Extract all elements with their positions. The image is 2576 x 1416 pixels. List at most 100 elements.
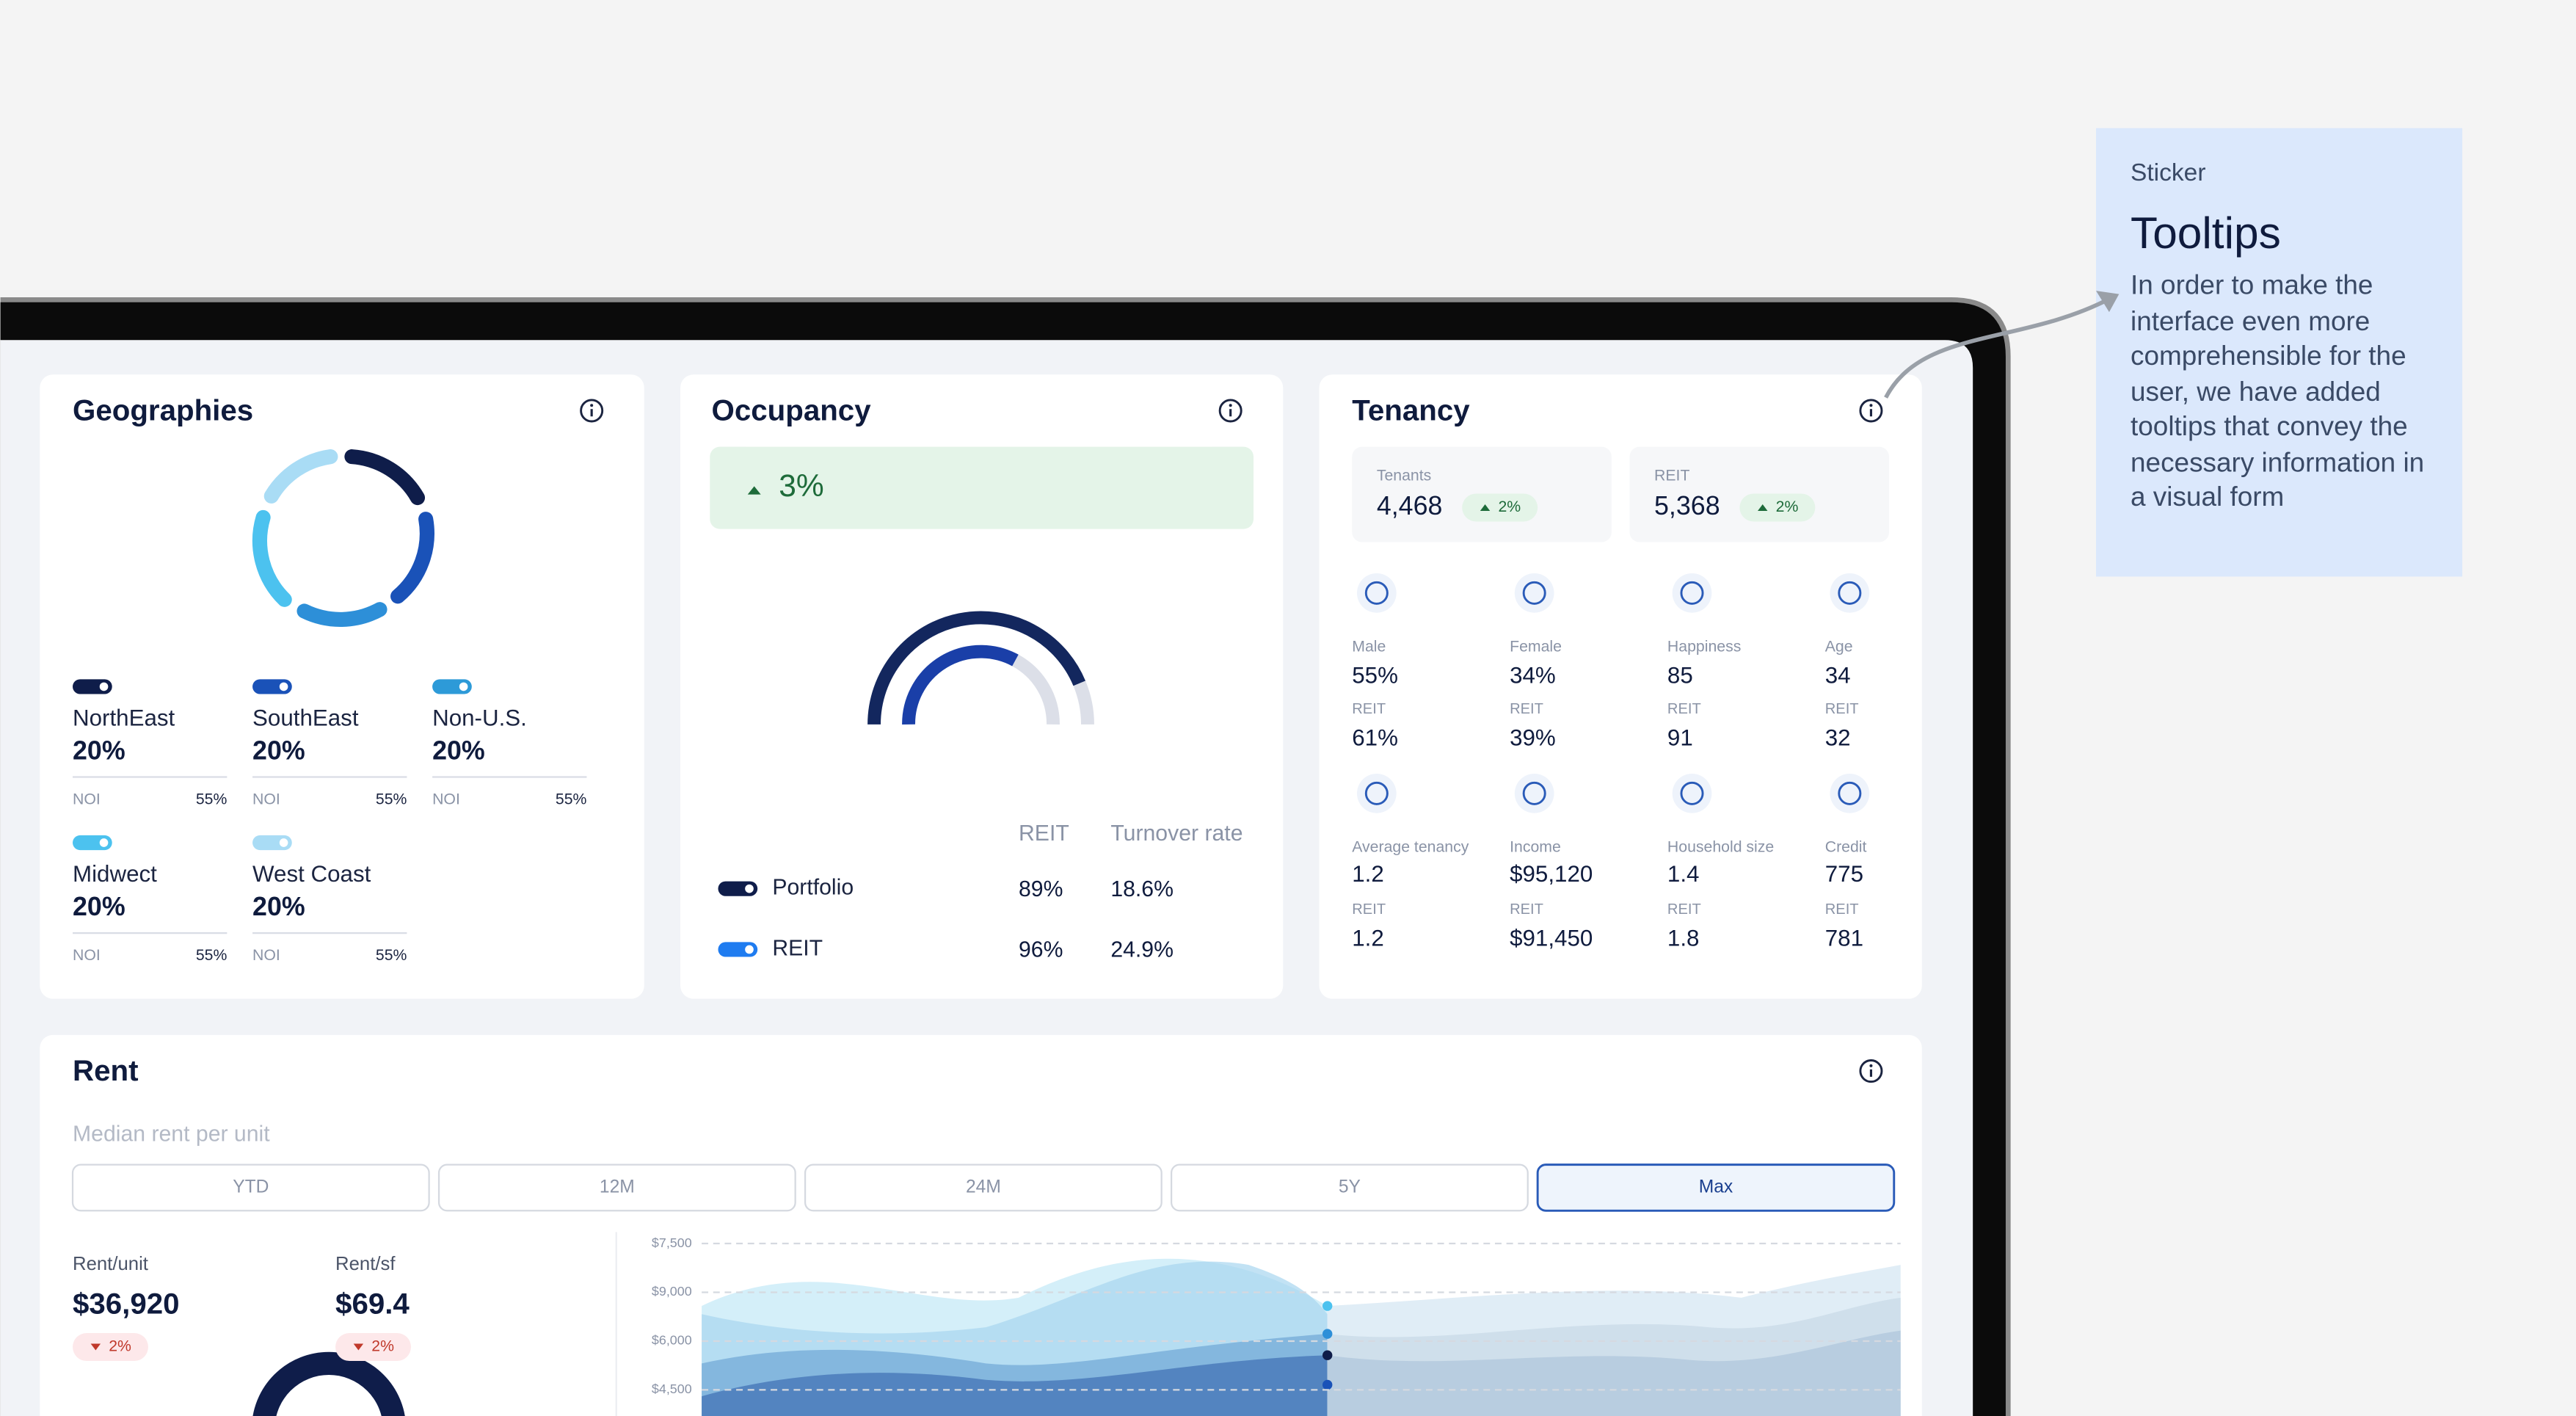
change-pill [73, 1332, 148, 1362]
region-name: Midwect [73, 861, 157, 887]
change-arrow [747, 486, 761, 495]
metric-value: 85 [1667, 662, 1693, 688]
row-name: Portfolio [772, 876, 854, 900]
stat-label: Rent/sf [335, 1254, 396, 1274]
metric-icon [1522, 581, 1546, 605]
metric-value: 34% [1510, 662, 1556, 688]
metric-reit-label: REIT [1667, 901, 1701, 918]
metric-value: 1.2 [1352, 861, 1384, 887]
metric-reit-value: 1.8 [1667, 925, 1700, 951]
summary-label: REIT [1654, 467, 1689, 484]
metric-reit-label: REIT [1352, 701, 1386, 717]
change-value: 2% [1776, 498, 1799, 515]
metric-icon [1672, 573, 1712, 613]
change-value: 3% [779, 469, 823, 504]
change-pill [335, 1332, 412, 1362]
change-pill [1739, 493, 1816, 522]
card-title: Geographies [73, 393, 253, 426]
info-icon[interactable] [580, 399, 604, 423]
info-icon [1229, 404, 1232, 407]
info-icon[interactable] [1859, 399, 1883, 423]
metric-icon [1356, 774, 1397, 813]
toggle-knob [279, 682, 288, 691]
occupancy-card [680, 374, 1284, 999]
metric-value: 34 [1825, 662, 1851, 688]
donut [252, 449, 434, 627]
card-title: Occupancy [712, 393, 872, 426]
metric-value: 1.4 [1667, 861, 1700, 887]
noi-label: NOI [432, 790, 460, 807]
region-value: 20% [73, 736, 125, 765]
region-value: 20% [73, 892, 125, 921]
period-label: 5Y [1339, 1177, 1361, 1197]
metric-icon [1364, 781, 1389, 805]
region-value: 20% [432, 736, 485, 765]
y-tick-label: $9,000 [652, 1284, 692, 1299]
period-label: Max [1699, 1177, 1733, 1197]
change-pill [1462, 493, 1538, 522]
row-reit: 89% [1019, 877, 1063, 901]
row-turnover: 18.6% [1110, 877, 1174, 901]
rent-area-chart [252, 1232, 1901, 1416]
info-icon [590, 404, 594, 407]
toggle-knob [745, 884, 754, 893]
info-icon[interactable] [1859, 1059, 1883, 1083]
row-reit: 96% [1019, 938, 1063, 962]
change-arrow [1480, 504, 1491, 511]
region-name: West Coast [252, 861, 371, 887]
metric-reit-label: REIT [1510, 701, 1543, 717]
change-arrow [1758, 504, 1768, 511]
region-value: 20% [252, 892, 305, 921]
metric-value: $95,120 [1510, 861, 1593, 887]
period-label: 24M [966, 1177, 1001, 1197]
metric-icon [1672, 774, 1712, 813]
period-button[interactable] [1170, 1163, 1529, 1212]
metric-icon [1522, 781, 1546, 805]
sticker-title: Tooltips [2131, 208, 2281, 258]
metric-label: Female [1510, 637, 1562, 655]
row-name: REIT [772, 936, 823, 960]
stat-value: $69.4 [335, 1288, 410, 1321]
noi-value: 55% [556, 790, 587, 807]
metric-label: Age [1825, 637, 1853, 655]
sticker-body: In order to make the interface even more… [2131, 271, 2425, 513]
noi-value: 55% [376, 790, 407, 807]
metric-icon [1514, 573, 1554, 613]
summary-value: 4,468 [1377, 491, 1443, 520]
metric-label: Male [1352, 637, 1386, 655]
metric-reit-label: REIT [1667, 701, 1701, 717]
period-button[interactable] [437, 1163, 796, 1212]
stat-label: Rent/unit [73, 1254, 148, 1274]
toggle-knob [99, 838, 109, 847]
noi-value: 55% [196, 946, 228, 964]
change-banner [710, 446, 1254, 529]
metric-label: Household size [1667, 838, 1774, 855]
metric-reit-value: $91,450 [1510, 925, 1593, 951]
card-title: Tenancy [1352, 393, 1470, 426]
card-title: Rent [73, 1054, 138, 1087]
info-icon[interactable] [1218, 399, 1242, 423]
noi-label: NOI [252, 946, 280, 964]
period-label: 12M [600, 1177, 635, 1197]
metric-reit-value: 61% [1352, 725, 1398, 750]
metric-icon [1838, 781, 1862, 805]
metric-label: Average tenancy [1352, 838, 1469, 855]
period-button[interactable] [1536, 1163, 1896, 1212]
sticker [2096, 128, 2463, 577]
info-icon [1869, 404, 1873, 407]
metric-reit-value: 32 [1825, 725, 1851, 750]
metric-icon [1364, 581, 1389, 605]
change-arrow [90, 1343, 101, 1351]
period-button[interactable] [804, 1163, 1163, 1212]
toggle-knob [279, 838, 288, 847]
sticker-label: Sticker [2131, 159, 2206, 186]
metric-icon [1830, 573, 1870, 613]
metric-icon [1680, 781, 1704, 805]
column-header: Turnover rate [1110, 821, 1242, 846]
sticker-text: In order to make the interface even more… [2131, 271, 2425, 513]
period-button[interactable] [71, 1163, 430, 1212]
metric-label: Happiness [1667, 637, 1741, 655]
metric-icon [1838, 581, 1862, 605]
metric-reit-label: REIT [1510, 901, 1543, 918]
